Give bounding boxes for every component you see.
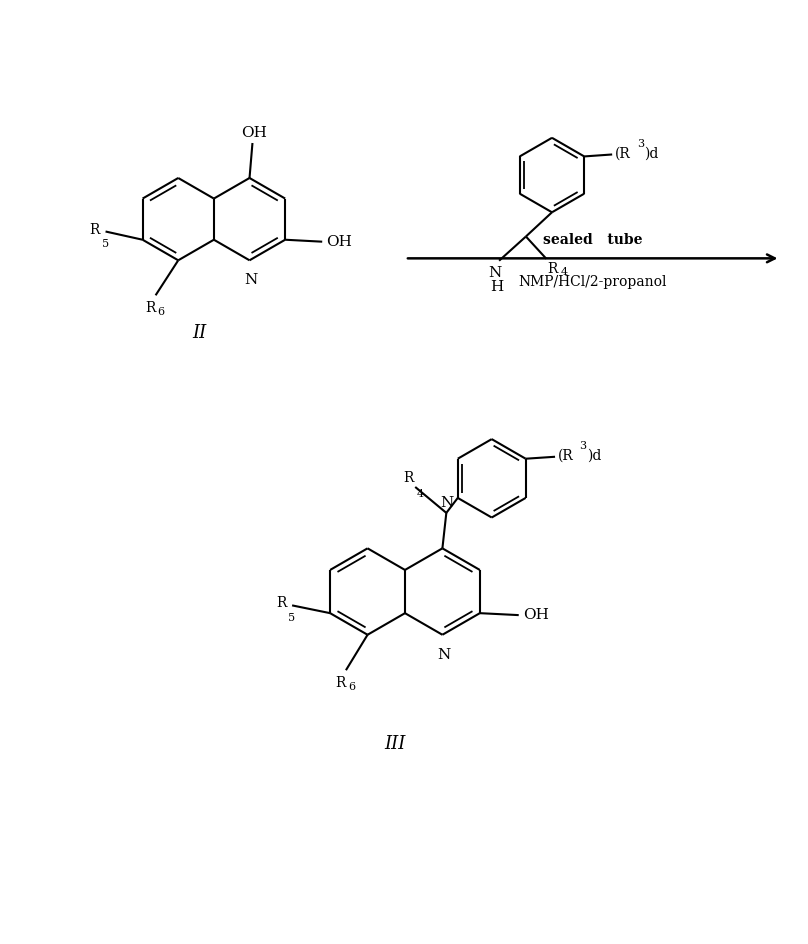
Text: N: N: [244, 273, 257, 287]
Text: R: R: [547, 261, 558, 276]
Text: N: N: [440, 496, 454, 510]
Text: 3: 3: [637, 139, 644, 148]
Text: R: R: [145, 301, 156, 315]
Text: 3: 3: [579, 441, 587, 450]
Text: 6: 6: [348, 682, 355, 691]
Text: )d: )d: [587, 448, 602, 463]
Text: 5: 5: [288, 613, 295, 623]
Text: OH: OH: [523, 608, 549, 621]
Text: )d: )d: [645, 146, 659, 160]
Text: 6: 6: [158, 307, 165, 317]
Text: sealed   tube: sealed tube: [543, 232, 642, 246]
Text: N: N: [437, 647, 450, 661]
Text: II: II: [192, 324, 206, 342]
Text: (R: (R: [558, 448, 574, 463]
Text: H: H: [490, 280, 503, 294]
Text: OH: OH: [242, 126, 267, 140]
Text: 4: 4: [416, 488, 423, 498]
Text: R: R: [403, 470, 413, 484]
Text: (R: (R: [615, 146, 631, 160]
Text: 4: 4: [561, 266, 568, 277]
Text: III: III: [385, 734, 406, 752]
Text: OH: OH: [326, 234, 352, 248]
Text: NMP/HCl/2-propanol: NMP/HCl/2-propanol: [519, 275, 667, 289]
Text: N: N: [489, 265, 502, 279]
Text: R: R: [276, 596, 286, 610]
Text: R: R: [90, 223, 99, 236]
Text: 5: 5: [102, 239, 109, 249]
Text: R: R: [335, 675, 346, 689]
